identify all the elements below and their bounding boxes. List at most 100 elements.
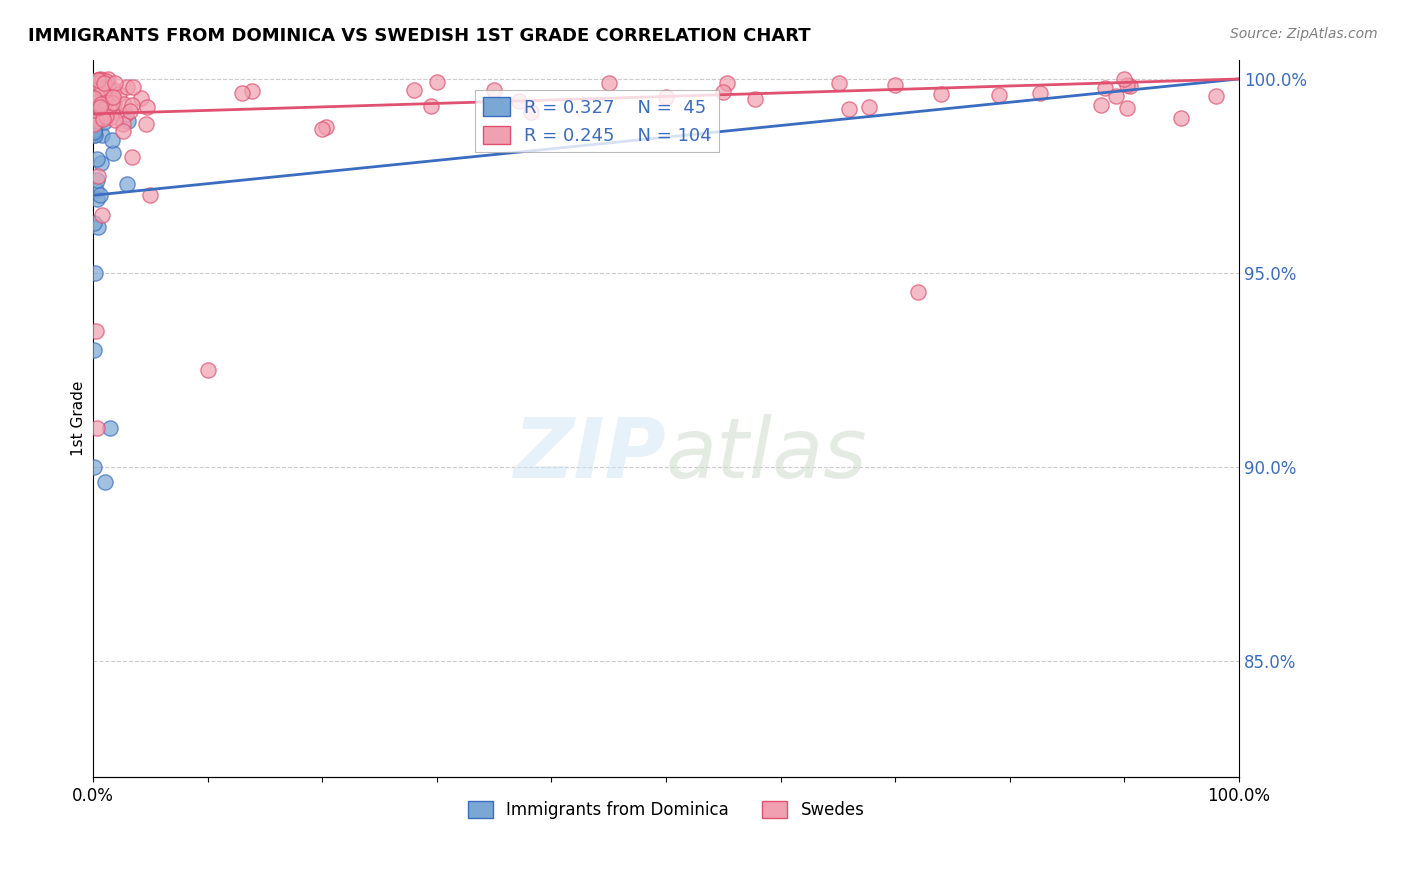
Swedes: [90, 96, 112, 111]
Swedes: [135, 117, 157, 131]
Swedes: [121, 79, 143, 94]
Immigrants from Dominica: [83, 126, 105, 140]
Swedes: [82, 75, 104, 89]
Immigrants from Dominica: [101, 133, 124, 147]
Swedes: [84, 324, 107, 338]
Swedes: [84, 94, 107, 108]
Immigrants from Dominica: [84, 182, 107, 196]
Immigrants from Dominica: [83, 343, 105, 358]
Swedes: [91, 208, 114, 222]
Immigrants from Dominica: [117, 178, 139, 192]
Swedes: [115, 107, 138, 121]
Swedes: [1116, 101, 1139, 115]
Swedes: [84, 77, 107, 91]
Immigrants from Dominica: [83, 77, 105, 91]
Immigrants from Dominica: [84, 107, 107, 121]
Swedes: [86, 89, 108, 103]
Immigrants from Dominica: [84, 113, 107, 128]
Immigrants from Dominica: [93, 475, 115, 490]
Immigrants from Dominica: [83, 128, 105, 142]
Swedes: [83, 107, 105, 121]
Swedes: [89, 103, 111, 118]
Immigrants from Dominica: [83, 95, 105, 110]
Swedes: [84, 83, 107, 97]
Swedes: [111, 124, 134, 138]
Swedes: [121, 98, 143, 112]
Immigrants from Dominica: [86, 120, 108, 134]
Swedes: [84, 86, 107, 100]
Immigrants from Dominica: [83, 125, 105, 139]
Immigrants from Dominica: [83, 100, 105, 114]
Swedes: [84, 74, 107, 88]
Swedes: [93, 76, 115, 90]
Swedes: [83, 117, 105, 131]
Immigrants from Dominica: [90, 156, 112, 170]
Swedes: [103, 95, 125, 110]
Swedes: [91, 81, 114, 95]
Immigrants from Dominica: [100, 421, 122, 435]
Swedes: [89, 101, 111, 115]
Swedes: [97, 88, 120, 103]
Swedes: [84, 114, 107, 128]
Swedes: [121, 149, 143, 163]
Swedes: [97, 87, 120, 101]
Swedes: [1090, 97, 1112, 112]
Immigrants from Dominica: [117, 114, 139, 128]
Text: ZIP: ZIP: [513, 414, 666, 494]
Swedes: [1119, 79, 1142, 94]
Immigrants from Dominica: [87, 78, 110, 92]
Swedes: [89, 92, 111, 106]
Swedes: [83, 103, 105, 117]
Swedes: [1205, 89, 1227, 103]
Immigrants from Dominica: [83, 216, 105, 230]
Swedes: [135, 100, 157, 114]
Swedes: [231, 86, 253, 100]
Swedes: [94, 95, 117, 109]
Immigrants from Dominica: [86, 192, 108, 206]
Swedes: [87, 85, 110, 99]
Immigrants from Dominica: [103, 146, 125, 161]
Swedes: [97, 72, 120, 87]
Swedes: [112, 97, 135, 112]
Swedes: [907, 285, 929, 300]
Swedes: [83, 102, 105, 116]
Immigrants from Dominica: [83, 125, 105, 139]
Swedes: [1029, 86, 1052, 100]
Immigrants from Dominica: [84, 128, 107, 143]
Swedes: [929, 87, 952, 101]
Swedes: [89, 72, 111, 87]
Swedes: [83, 91, 105, 105]
Swedes: [104, 113, 127, 128]
Swedes: [1115, 78, 1137, 92]
Swedes: [83, 95, 105, 110]
Swedes: [112, 117, 135, 131]
Swedes: [108, 87, 131, 102]
Immigrants from Dominica: [86, 173, 108, 187]
Swedes: [420, 99, 443, 113]
Swedes: [86, 79, 108, 94]
Swedes: [482, 83, 505, 97]
Text: atlas: atlas: [666, 414, 868, 494]
Swedes: [103, 83, 125, 97]
Swedes: [711, 85, 734, 99]
Text: IMMIGRANTS FROM DOMINICA VS SWEDISH 1ST GRADE CORRELATION CHART: IMMIGRANTS FROM DOMINICA VS SWEDISH 1ST …: [28, 27, 811, 45]
Immigrants from Dominica: [89, 74, 111, 88]
Swedes: [84, 78, 107, 92]
Swedes: [86, 72, 108, 87]
Swedes: [1170, 111, 1192, 125]
Swedes: [402, 83, 425, 97]
Swedes: [655, 89, 678, 103]
Immigrants from Dominica: [93, 115, 115, 129]
Swedes: [115, 79, 138, 94]
Immigrants from Dominica: [83, 459, 105, 474]
Immigrants from Dominica: [83, 98, 105, 112]
Immigrants from Dominica: [83, 112, 105, 126]
Immigrants from Dominica: [89, 187, 111, 202]
Swedes: [91, 112, 114, 126]
Swedes: [97, 82, 120, 96]
Swedes: [84, 80, 107, 95]
Swedes: [91, 96, 114, 111]
Swedes: [86, 421, 108, 435]
Swedes: [84, 96, 107, 111]
Legend: Immigrants from Dominica, Swedes: Immigrants from Dominica, Swedes: [461, 795, 870, 826]
